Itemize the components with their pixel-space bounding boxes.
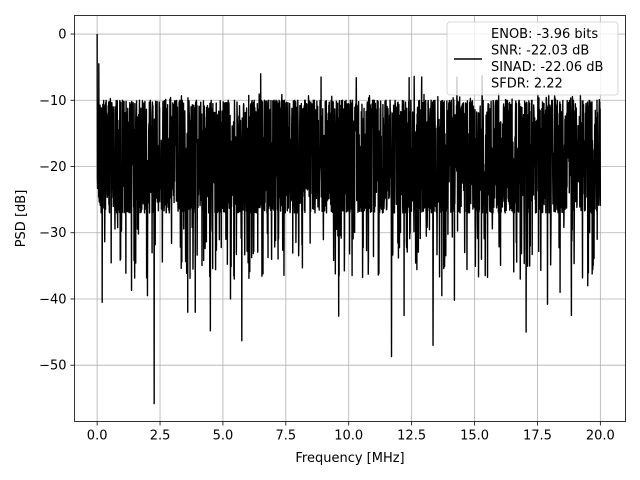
psd-series-line: [96, 34, 602, 405]
x-axis-label: Frequency [MHz]: [295, 451, 404, 466]
y-tick-label: −40: [39, 292, 66, 307]
y-tick-label: 0: [58, 28, 66, 43]
x-tick-label: 17.5: [523, 429, 552, 444]
legend-line-text: SFDR: 2.22: [491, 77, 563, 92]
psd-line-path: [96, 34, 602, 405]
y-tick-label: −10: [39, 94, 66, 109]
legend-line-text: SNR: -22.03 dB: [491, 44, 589, 59]
y-tick-label: −20: [39, 160, 66, 175]
legend-line-text: SINAD: -22.06 dB: [491, 60, 603, 75]
axis-ticks: 0.0 2.5 5.0 7.5 10.0 12.5 15.0 17.5 20.0 0 −10 −20 −…: [39, 28, 615, 444]
x-tick-label: 10.0: [334, 429, 363, 444]
plot-frame: [74, 15, 626, 422]
x-tick-label: 20.0: [586, 429, 615, 444]
y-axis-label: PSD [dB]: [14, 190, 29, 248]
legend-box: [446, 21, 619, 96]
legend-entry: ENOB: -3.96 bits SNR: -22.03 dB SINAD: -22…: [491, 27, 603, 92]
y-tick-label: −50: [39, 359, 66, 374]
x-tick-label: 7.5: [275, 429, 296, 444]
legend: ENOB: -3.96 bits SNR: -22.03 dB SINAD: -22…: [446, 21, 619, 96]
y-tick-label: −30: [39, 226, 66, 241]
x-tick-label: 2.5: [150, 429, 171, 444]
x-tick-label: 12.5: [397, 429, 426, 444]
x-tick-label: 15.0: [460, 429, 489, 444]
x-tick-label: 0.0: [87, 429, 108, 444]
x-tick-label: 5.0: [213, 429, 234, 444]
legend-line-text: ENOB: -3.96 bits: [491, 27, 598, 42]
